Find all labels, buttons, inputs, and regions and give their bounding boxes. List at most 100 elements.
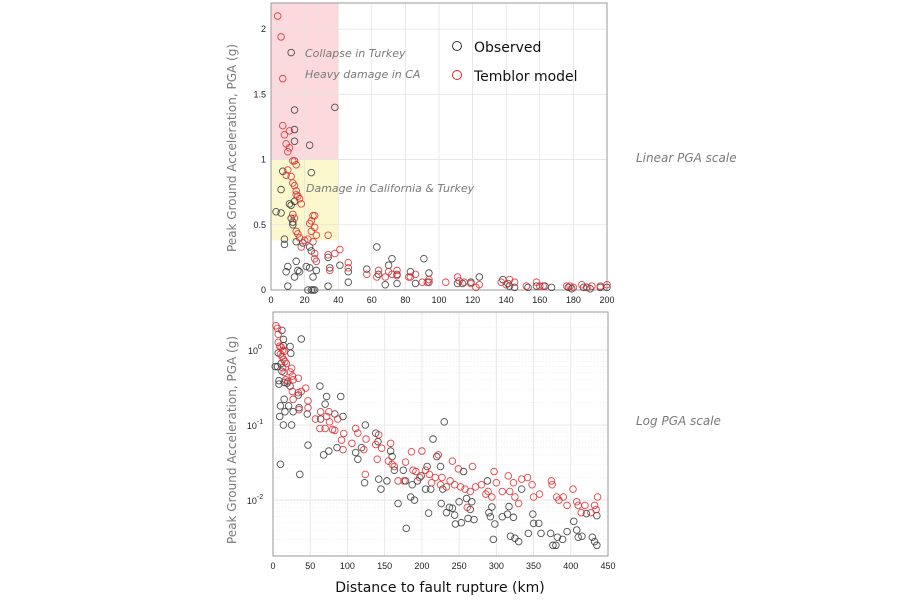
x-tick-label: 180: [566, 295, 581, 305]
data-point: [287, 364, 296, 373]
data-point: [506, 532, 515, 540]
data-point: [279, 421, 288, 429]
data-point: [448, 457, 457, 465]
data-point: [588, 533, 597, 541]
data-point: [326, 264, 334, 272]
x-tick-label: 150: [377, 561, 392, 571]
linear-scatter-points: [272, 12, 611, 294]
data-point: [374, 475, 383, 483]
log-axes-frame: [272, 311, 609, 557]
data-point: [552, 541, 560, 550]
data-point: [302, 384, 310, 392]
data-point: [524, 283, 532, 292]
data-point: [514, 499, 523, 508]
data-point: [361, 421, 370, 429]
data-point: [566, 282, 574, 290]
data-point: [310, 286, 319, 294]
data-point: [529, 493, 538, 501]
data-point: [344, 278, 353, 286]
data-point: [310, 223, 319, 232]
data-point: [455, 277, 463, 285]
data-point: [322, 392, 331, 401]
data-point: [325, 447, 333, 455]
data-point: [592, 505, 600, 514]
data-point: [423, 462, 431, 471]
data-point: [547, 477, 556, 485]
data-point: [505, 487, 514, 496]
data-point: [590, 537, 599, 546]
log-pga-plot: 0 50 100 150 200 250 300 350 400 450 10-210-1100 …: [225, 311, 721, 596]
data-point: [509, 513, 518, 522]
data-point: [505, 502, 513, 511]
data-point: [581, 501, 589, 510]
data-point: [363, 270, 371, 279]
data-point: [388, 460, 396, 469]
data-point: [294, 374, 303, 382]
y-tick-label: 0: [261, 285, 266, 295]
data-point: [336, 392, 345, 401]
data-point: [354, 429, 362, 437]
data-point: [309, 273, 317, 281]
linear-y-ticks: 0 0.5 1 1.5 2: [253, 24, 266, 295]
data-point: [485, 508, 493, 517]
log-y-ticks: 10-2 10-1 100: [247, 344, 263, 506]
data-point: [569, 485, 577, 493]
data-point: [354, 455, 362, 463]
data-point: [411, 279, 420, 288]
data-point: [305, 141, 314, 149]
data-point: [482, 490, 490, 498]
legend-temblor-label: Temblor model: [473, 69, 578, 85]
data-point: [277, 33, 285, 41]
data-point: [522, 282, 531, 290]
data-point: [290, 106, 299, 114]
linear-y-axis-label: Peak Ground Acceleration, PGA (g): [225, 44, 239, 252]
y-tick-label: 1.5: [253, 89, 266, 99]
data-point: [316, 424, 324, 433]
data-point: [362, 435, 370, 443]
data-point: [334, 415, 342, 423]
data-point: [417, 472, 425, 480]
data-point: [351, 448, 360, 457]
data-point: [454, 465, 463, 473]
data-point: [505, 275, 514, 284]
data-point: [377, 485, 385, 493]
data-point: [529, 519, 538, 528]
data-point: [475, 281, 484, 289]
data-point: [357, 443, 366, 452]
data-point: [546, 529, 555, 538]
data-point: [539, 282, 547, 290]
data-point: [289, 395, 297, 404]
linear-scale-label: Linear PGA scale: [636, 151, 737, 165]
data-point: [300, 236, 309, 245]
data-point: [388, 270, 396, 279]
data-point: [393, 266, 401, 275]
linear-x-ticks: 0 20 40 60 80 100 120 140 160 180 200: [268, 295, 614, 305]
data-point: [401, 477, 410, 485]
data-point: [498, 487, 507, 496]
data-point: [425, 470, 434, 479]
data-point: [408, 481, 416, 489]
data-point: [276, 460, 285, 469]
y-tick-label: 100: [248, 344, 262, 356]
data-point: [475, 273, 484, 281]
data-point: [427, 479, 436, 487]
data-point: [563, 501, 571, 510]
data-point: [275, 412, 284, 421]
data-point: [309, 237, 317, 246]
data-point: [280, 131, 289, 139]
region-annotation-1-0: Damage in California & Turkey: [306, 182, 475, 195]
data-point: [564, 283, 573, 292]
data-point: [433, 452, 441, 461]
data-point: [324, 231, 332, 239]
data-point: [279, 121, 287, 130]
data-point: [374, 266, 383, 275]
data-point: [523, 473, 532, 482]
data-point: [384, 261, 393, 269]
data-point: [386, 439, 395, 448]
data-point: [386, 447, 395, 455]
data-point: [468, 498, 476, 506]
data-point: [410, 496, 419, 504]
data-point: [424, 509, 433, 517]
data-point: [547, 283, 556, 292]
data-point: [316, 408, 325, 416]
